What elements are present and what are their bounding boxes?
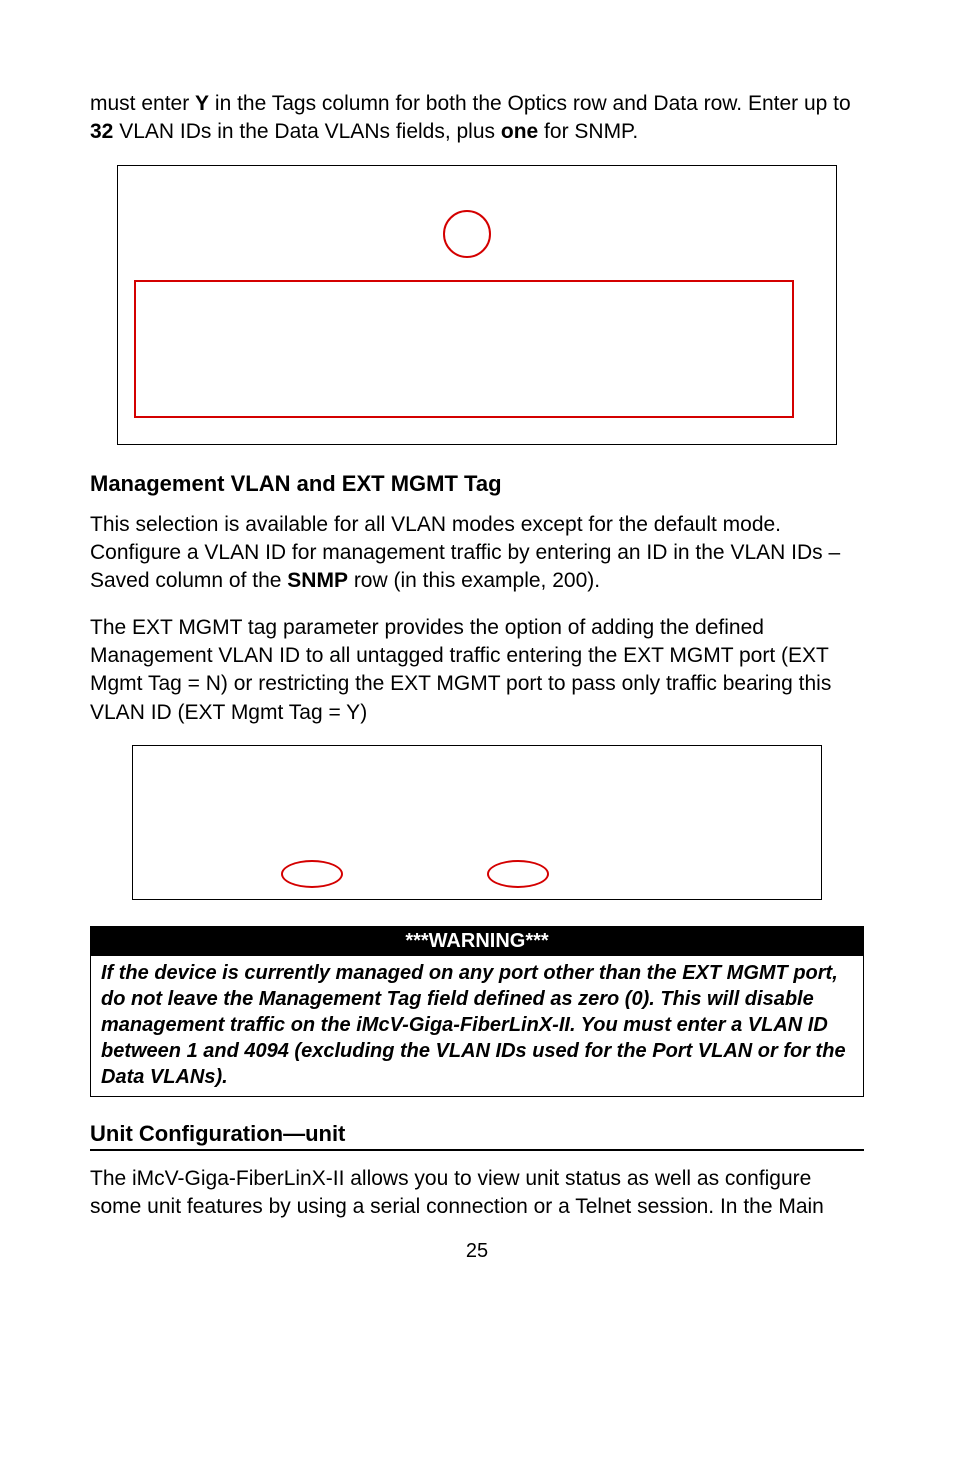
intro-bold-y: Y	[195, 92, 209, 115]
page-number: 25	[90, 1240, 864, 1263]
intro-suffix: for SNMP.	[538, 120, 638, 143]
mgmt-paragraph-1: This selection is available for all VLAN…	[90, 511, 864, 596]
mgmt-p1-bold-snmp: SNMP	[287, 569, 348, 592]
heading-unit-config: Unit Configuration—unit	[90, 1121, 864, 1151]
warning-body: If the device is currently managed on an…	[91, 956, 864, 1097]
vlan-screenshot-1	[117, 165, 837, 445]
highlight-circle-mgmt-2	[487, 860, 549, 888]
intro-bold-one: one	[501, 120, 538, 143]
highlight-circle-mgmt-1	[281, 860, 343, 888]
intro-bold-32: 32	[90, 120, 113, 143]
mgmt-p1-part2: row (in this example, 200).	[348, 569, 600, 592]
warning-header: ***WARNING***	[91, 927, 864, 957]
intro-paragraph: must enter Y in the Tags column for both…	[90, 90, 864, 147]
intro-mid2: VLAN IDs in the Data VLANs fields, plus	[113, 120, 501, 143]
highlight-rect-data-vlans	[134, 280, 794, 418]
mgmt-paragraph-2: The EXT MGMT tag parameter provides the …	[90, 614, 864, 727]
unit-paragraph: The iMcV-Giga-FiberLinX-II allows you to…	[90, 1165, 864, 1222]
vlan-screenshot-2	[132, 745, 822, 900]
warning-box: ***WARNING*** If the device is currently…	[90, 926, 864, 1097]
highlight-circle-tags	[443, 210, 491, 258]
intro-mid1: in the Tags column for both the Optics r…	[209, 92, 851, 115]
intro-prefix: must enter	[90, 92, 195, 115]
heading-mgmt-vlan: Management VLAN and EXT MGMT Tag	[90, 471, 864, 497]
